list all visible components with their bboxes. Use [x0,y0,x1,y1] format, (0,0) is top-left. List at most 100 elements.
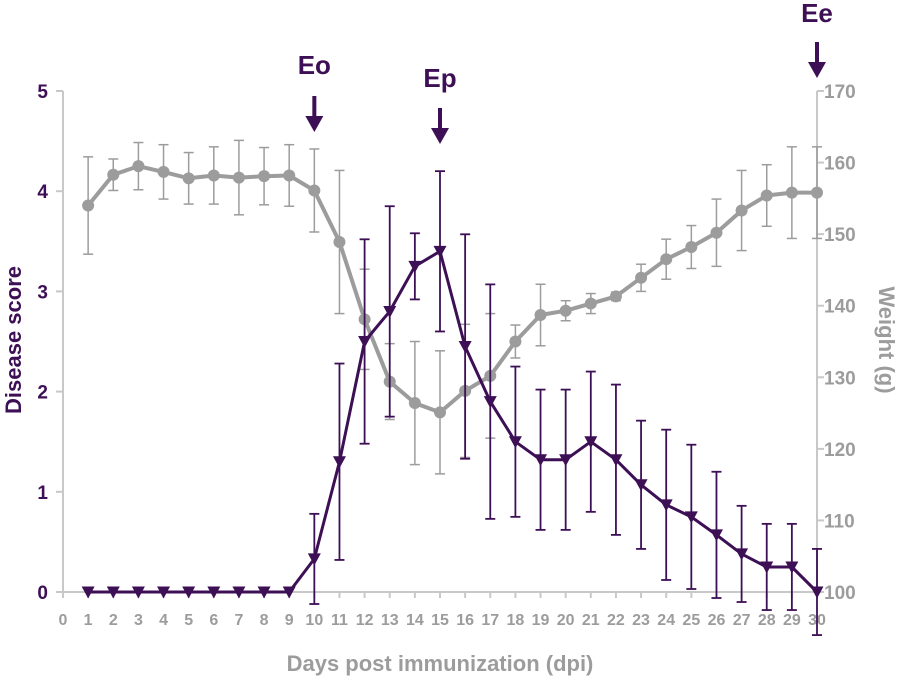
x-tick-label: 27 [733,612,751,629]
annotation-arrow-head [305,116,324,132]
x-tick-label: 21 [582,612,600,629]
x-tick-label: 10 [305,612,323,629]
disease-score-point [634,479,648,492]
weight-point [82,199,95,212]
disease-score-point [81,586,95,599]
left-tick-label: 3 [37,282,48,303]
x-tick-label: 25 [682,612,700,629]
weight-point [308,184,321,197]
annotation-arrow-head [808,62,826,78]
x-axis-title: Days post immunization (dpi) [287,651,594,676]
x-tick-label: 0 [59,612,68,629]
x-axis-ticks: 0 1 2 3 4 5 6 7 8 9 10 11 12 13 14 15 16 17 18 19 20 21 22 23 24… [59,592,826,629]
right-tick-label: 130 [824,368,856,389]
weight-point [333,236,346,249]
weight-point [157,165,170,178]
left-tick-label: 4 [37,182,48,203]
weight-point [685,241,698,254]
y-left-axis-title: Disease score [1,266,26,414]
x-tick-label: 7 [234,612,243,629]
disease-score-point [257,586,271,599]
weight-point [735,204,748,217]
disease-score-point [282,586,296,599]
x-tick-label: 13 [381,612,399,629]
disease-score-point [332,456,346,469]
disease-score-point [534,454,548,467]
right-tick-label: 110 [824,511,855,532]
weight-point [811,186,823,199]
x-tick-label: 4 [159,612,168,629]
disease-score-point [383,305,397,318]
weight-point [660,253,673,266]
x-tick-label: 15 [431,612,449,629]
y-right-axis-title: Weight (g) [874,286,899,393]
weight-point [283,169,296,182]
weight-point [534,309,547,322]
x-tick-label: 11 [331,612,348,629]
disease-score-point [232,586,246,599]
disease-score-point [106,586,120,599]
disease-score-point [433,245,447,258]
right-tick-label: 170 [824,82,856,103]
disease-score-point [508,436,522,449]
annotation-label-ep: Ep [423,63,456,93]
weight-point [509,335,522,348]
x-tick-label: 16 [456,612,474,629]
x-tick-label: 29 [783,612,801,629]
x-tick-label: 22 [607,612,625,629]
disease-score-series [81,170,824,636]
disease-score-point [659,499,673,512]
disease-score-point [483,396,497,409]
weight-series [82,139,823,475]
weight-point [408,397,421,410]
weight-line [86,164,817,415]
disease-score-point [358,336,372,348]
x-tick-label: 19 [532,612,550,629]
weight-point [584,297,597,310]
disease-score-point [760,561,774,574]
x-tick-label: 26 [708,612,726,629]
disease-score-point [182,586,196,599]
right-tick-label: 140 [824,297,856,318]
disease-score-point [207,586,221,599]
right-tick-label: 160 [824,154,856,175]
x-tick-label: 17 [481,612,499,629]
x-tick-label: 18 [507,612,525,629]
disease-score-point [609,454,623,467]
right-tick-label: 150 [824,225,856,246]
weight-point [635,271,648,284]
weight-point [182,172,195,185]
weight-point [207,169,220,182]
disease-score-point [559,454,573,467]
weight-point [785,186,798,199]
disease-score-point [785,561,799,574]
weight-point [559,304,572,317]
weight-point [760,189,773,202]
weight-point [609,290,622,303]
right-tick-label: 120 [824,440,856,461]
x-tick-label: 6 [209,612,218,629]
annotations: Eo Ep Ee [298,0,833,144]
annotation-label-eo: Eo [298,50,331,80]
x-tick-label: 5 [184,612,193,629]
x-tick-label: 12 [356,612,374,629]
x-tick-label: 2 [109,612,118,629]
disease-score-line [88,249,819,594]
weight-point [258,170,271,183]
x-tick-label: 28 [758,612,776,629]
disease-score-point [458,341,472,354]
disease-score-point [810,586,824,599]
x-tick-label: 8 [260,612,269,629]
left-axis-ticks: 0 1 2 3 4 5 [37,82,63,604]
x-tick-label: 23 [632,612,650,629]
weight-point [434,406,446,419]
disease-score-point [584,436,598,449]
left-tick-label: 1 [37,483,48,504]
weight-point [232,171,245,184]
annotation-label-ee: Ee [801,0,833,28]
x-tick-label: 14 [406,612,424,629]
x-tick-label: 1 [84,612,93,629]
disease-score-point [408,260,422,273]
disease-score-point [684,511,698,524]
